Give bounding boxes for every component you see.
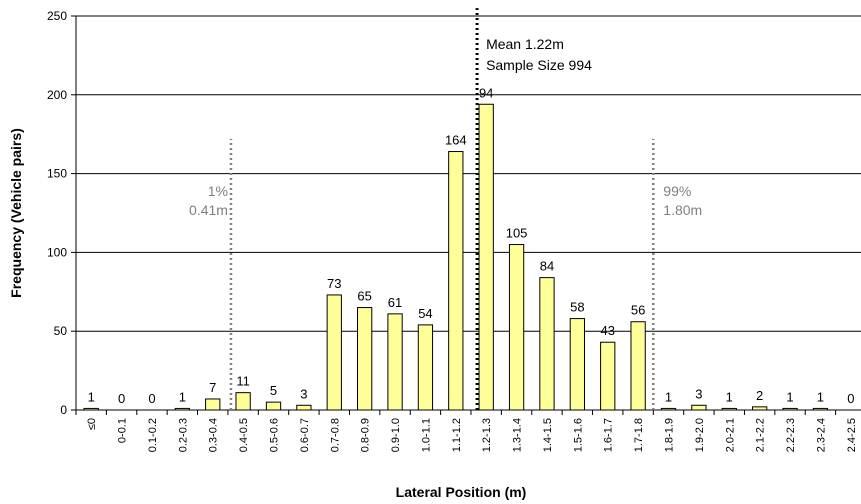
x-tick-label: 0.8-0.9 xyxy=(360,418,372,452)
x-tick-label: 0.6-0.7 xyxy=(299,418,311,452)
bar xyxy=(448,151,464,411)
y-axis-title: Frequency (Vehicle pairs) xyxy=(8,128,24,298)
x-tick-label: 0.7-0.8 xyxy=(329,418,341,452)
grid-lines xyxy=(71,15,861,415)
reference-line-label: 1.80m xyxy=(663,202,702,218)
x-tick-label: 2.1-2.2 xyxy=(755,418,767,452)
data-label: 1 xyxy=(665,389,672,404)
x-tick-label: 1.3-1.4 xyxy=(512,418,524,452)
y-tick-label: 0 xyxy=(60,403,67,417)
y-tick-label: 150 xyxy=(47,167,67,181)
data-label: 43 xyxy=(600,323,614,338)
x-tick-label: 0-0.1 xyxy=(117,418,129,443)
data-label: 54 xyxy=(418,306,432,321)
y-tick-label: 50 xyxy=(54,324,68,338)
data-label: 56 xyxy=(631,303,645,318)
bar xyxy=(357,307,373,411)
x-tick-label: 1.8-1.9 xyxy=(664,418,676,452)
data-label: 3 xyxy=(300,386,307,401)
data-label: 61 xyxy=(388,295,402,310)
data-label: 105 xyxy=(506,226,528,241)
bar xyxy=(600,341,616,411)
bar xyxy=(235,392,251,411)
data-label: 7 xyxy=(209,380,216,395)
reference-line-label: Mean 1.22m xyxy=(486,36,564,52)
bar xyxy=(296,404,312,411)
data-label: 58 xyxy=(570,300,584,315)
data-label: 65 xyxy=(357,289,371,304)
data-label: 2 xyxy=(756,388,763,403)
bar xyxy=(691,404,707,411)
x-tick-label: 0.5-0.6 xyxy=(269,418,281,452)
bar xyxy=(630,321,646,411)
reference-line-label: Sample Size 994 xyxy=(486,57,592,73)
bar xyxy=(417,324,434,411)
y-tick-label: 200 xyxy=(47,88,67,102)
data-label: 1 xyxy=(786,389,793,404)
data-label: 3 xyxy=(695,386,702,401)
bar xyxy=(205,398,221,411)
data-label: 1 xyxy=(726,389,733,404)
x-tick-label: 2.2-2.3 xyxy=(785,418,797,452)
reference-line-label: 0.41m xyxy=(189,202,228,218)
data-label: 0 xyxy=(847,391,854,406)
x-tick-label: ≤0 xyxy=(86,418,98,430)
data-label: 164 xyxy=(445,133,467,148)
data-label: 0 xyxy=(118,391,125,406)
x-tick-label: 1.2-1.3 xyxy=(481,418,493,452)
data-label: 1 xyxy=(88,389,95,404)
bar xyxy=(569,318,585,411)
reference-lines: 1% 0.41m Mean 1.22m Sample Size 994 99% 1.80m xyxy=(189,8,702,410)
data-label: 1 xyxy=(179,389,186,404)
x-tick-label: 0.1-0.2 xyxy=(147,418,159,452)
x-tick-label: 1.1-1.2 xyxy=(451,418,463,452)
x-tick-label: 2.4-2.5 xyxy=(846,418,858,452)
x-axis-title: Lateral Position (m) xyxy=(396,484,527,500)
data-label: 94 xyxy=(479,85,493,100)
data-label: 1 xyxy=(817,389,824,404)
bar xyxy=(265,401,282,411)
x-tick-label: 1.5-1.6 xyxy=(572,418,584,452)
bars xyxy=(83,103,829,411)
bar xyxy=(326,294,342,411)
x-tick-label: 0.3-0.4 xyxy=(208,418,220,452)
x-tick-label: 1.7-1.8 xyxy=(633,418,645,452)
data-label: 73 xyxy=(327,276,341,291)
y-tick-label: 250 xyxy=(47,9,67,23)
bar xyxy=(508,244,525,411)
bar xyxy=(478,103,494,411)
reference-line-label: 99% xyxy=(663,183,691,199)
y-tick-labels: 0 50 100 150 200 250 xyxy=(47,9,67,417)
x-tick-label: 1.9-2.0 xyxy=(694,418,706,452)
x-tick-labels: ≤0 0-0.1 0.1-0.2 0.2-0.3 0.3-0.4 0.4-0.5 0.5-0… xyxy=(86,418,858,452)
data-label: 0 xyxy=(148,391,155,406)
bar xyxy=(539,277,555,411)
x-tick-label: 1.0-1.1 xyxy=(420,418,432,452)
x-tick-label: 1.6-1.7 xyxy=(603,418,615,452)
axes xyxy=(75,16,861,411)
reference-line-label: 1% xyxy=(208,183,228,199)
x-tick-label: 0.9-1.0 xyxy=(390,418,402,452)
x-tick-label: 2.0-2.1 xyxy=(724,418,736,452)
bar xyxy=(387,313,403,411)
x-tick-label: 0.4-0.5 xyxy=(238,418,250,452)
y-tick-label: 100 xyxy=(47,245,67,259)
data-label: 5 xyxy=(270,383,277,398)
data-label: 11 xyxy=(236,374,250,389)
x-tick-label: 2.3-2.4 xyxy=(815,418,827,452)
data-label: 84 xyxy=(540,259,554,274)
x-tick-label: 1.4-1.5 xyxy=(542,418,554,452)
x-tick-label: 0.2-0.3 xyxy=(177,418,189,452)
